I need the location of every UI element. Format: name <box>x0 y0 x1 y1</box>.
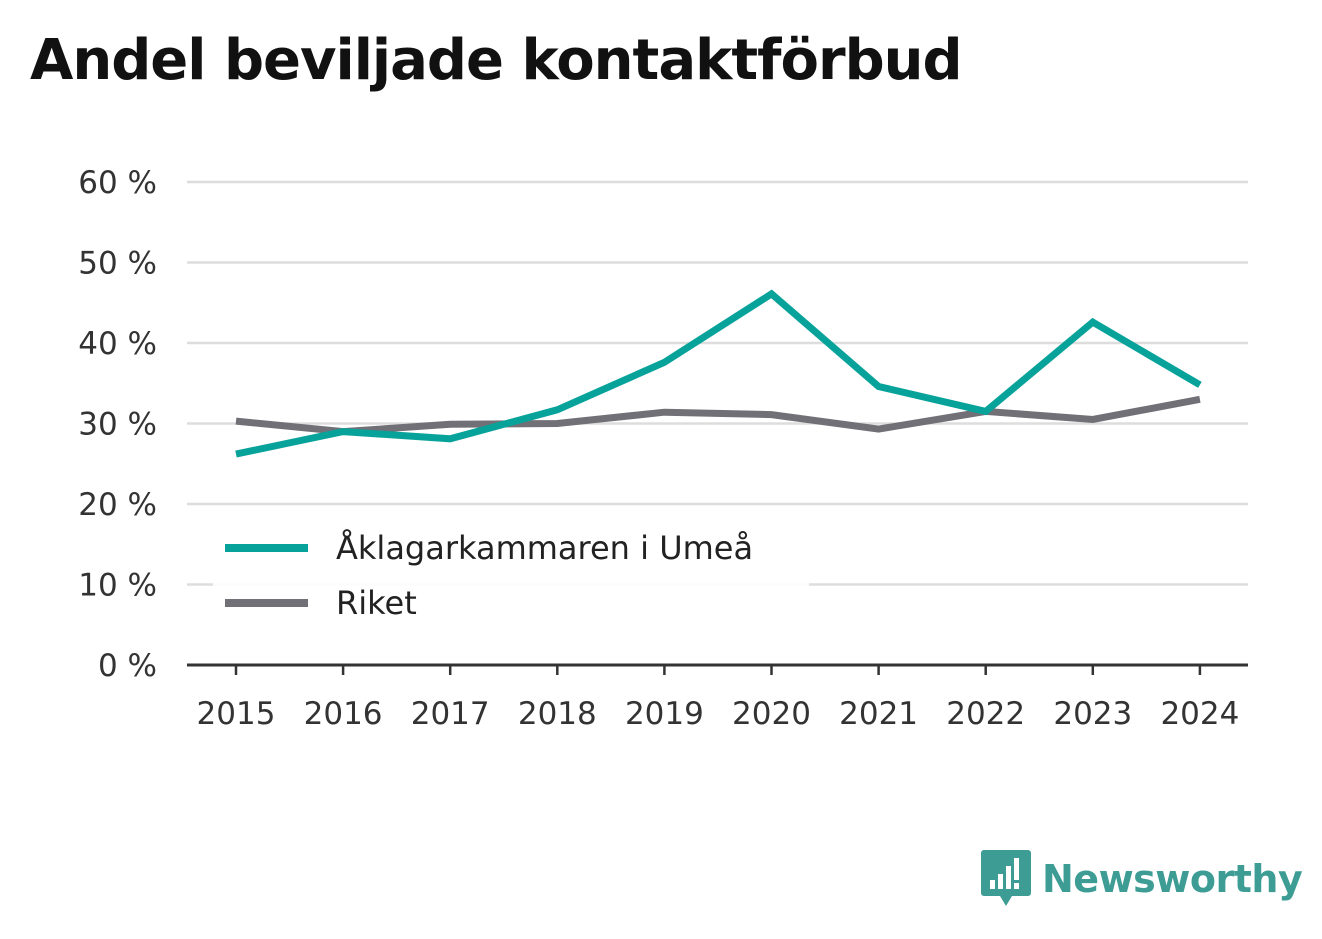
x-tick-label: 2019 <box>625 696 704 732</box>
x-tick-label: 2023 <box>1053 696 1132 732</box>
y-tick-label: 60 % <box>78 165 157 201</box>
bar-chart-speech-bubble-icon <box>981 850 1031 906</box>
x-tick-label: 2024 <box>1160 696 1239 732</box>
legend-background <box>213 515 809 635</box>
series-lines <box>235 289 1202 458</box>
legend-label: Riket <box>336 584 417 622</box>
series-line-2 <box>235 395 1201 436</box>
y-tick-label: 20 % <box>78 487 157 523</box>
y-axis-tick-labels: 0 % 10 % 20 % 30 % 40 % 50 % 60 % <box>78 165 157 684</box>
x-tick-label: 2022 <box>946 696 1025 732</box>
brand-logo: Newsworthy <box>980 848 1303 910</box>
legend-label: Åklagarkammaren i Umeå <box>336 529 753 567</box>
series-line-1 <box>235 289 1202 458</box>
legend: Åklagarkammaren i Umeå Riket <box>213 515 809 635</box>
x-axis-ticks: 2015 2016 2017 2018 2019 2020 2021 2022 2023 2024 <box>197 665 1239 732</box>
x-tick-label: 2020 <box>732 696 811 732</box>
x-tick-label: 2016 <box>304 696 383 732</box>
x-tick-label: 2017 <box>411 696 490 732</box>
brand-name: Newsworthy <box>1042 857 1303 901</box>
x-tick-label: 2021 <box>839 696 918 732</box>
chart-title: Andel beviljade kontaktförbud <box>30 28 963 93</box>
y-tick-label: 40 % <box>78 326 157 362</box>
y-tick-label: 50 % <box>78 246 157 282</box>
x-tick-label: 2018 <box>518 696 597 732</box>
y-tick-label: 10 % <box>78 568 157 604</box>
y-tick-label: 30 % <box>78 407 157 443</box>
y-tick-label: 0 % <box>98 648 157 684</box>
x-tick-label: 2015 <box>197 696 276 732</box>
